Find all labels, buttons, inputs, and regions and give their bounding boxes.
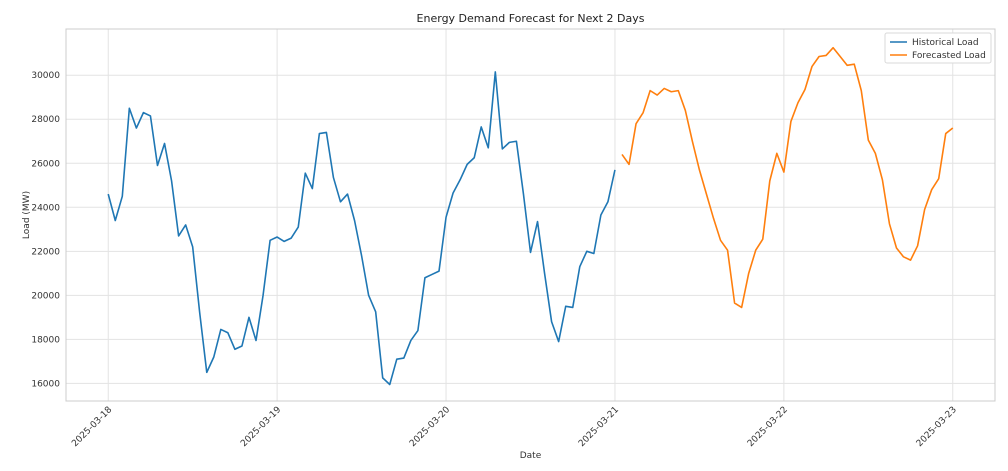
y-tick-label: 28000 xyxy=(31,115,60,125)
grid-lines xyxy=(66,29,995,401)
y-tick-label: 16000 xyxy=(31,379,60,389)
legend-label-historical: Historical Load xyxy=(912,38,979,48)
y-tick-label: 30000 xyxy=(31,71,60,81)
series-line-historical-load xyxy=(107,71,616,386)
x-axis-label: Date xyxy=(520,451,542,461)
series-lines xyxy=(107,46,954,386)
y-tick-label: 22000 xyxy=(31,247,60,257)
y-tick-label: 24000 xyxy=(31,203,60,213)
legend-label-forecast: Forecasted Load xyxy=(912,51,986,61)
y-tick-label: 18000 xyxy=(31,335,60,345)
series-line-forecasted-load xyxy=(621,46,954,309)
y-axis-ticks: 16000 18000 20000 22000 24000 26000 28000 30000 xyxy=(31,71,60,389)
legend-box xyxy=(884,32,992,64)
chart-legend: Historical Load Forecasted Load xyxy=(884,32,992,64)
y-axis-label: Load (MW) xyxy=(22,191,32,239)
chart-title: Energy Demand Forecast for Next 2 Days xyxy=(417,12,645,25)
plot-area-frame xyxy=(65,28,996,402)
y-tick-label: 26000 xyxy=(31,159,60,169)
y-tick-label: 20000 xyxy=(31,291,60,301)
